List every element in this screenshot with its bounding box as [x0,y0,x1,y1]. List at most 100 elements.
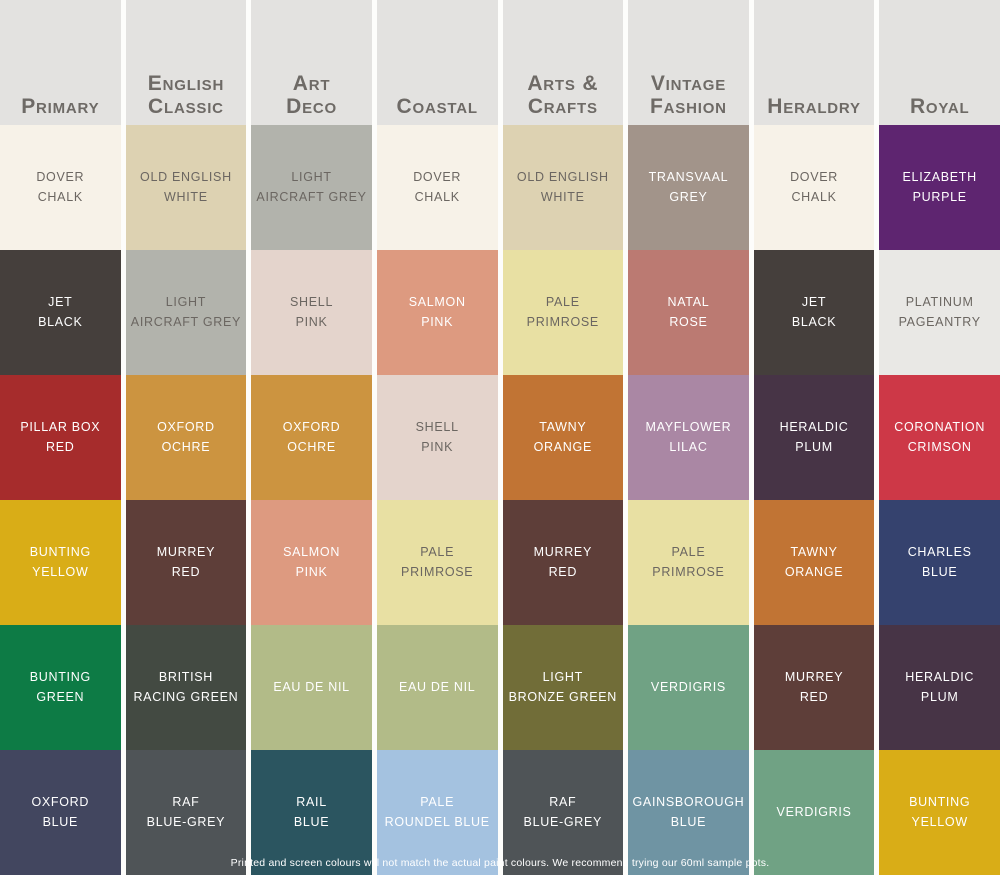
swatch-transvaal-grey: TRANSVAAL GREY [628,125,749,250]
swatch-name: EAU DE NIL [273,679,350,694]
swatch-light-aircraft-grey: LIGHT AIRCRAFT GREY [125,250,247,375]
column-header-vintage-fashion: Vintage Fashion [628,0,749,125]
swatch-name: NATAL ROSE [667,295,710,329]
swatch-pale-primrose: PALE PRIMROSE [628,500,749,625]
swatch-pillar-box-red: PILLAR BOX RED [0,375,121,500]
swatch-name: PALE PRIMROSE [401,545,474,579]
swatch-british-racing-green: BRITISH RACING GREEN [125,625,247,750]
swatch-salmon-pink: SALMON PINK [251,500,372,625]
swatch-name: PLATINUM PAGEANTRY [898,295,981,329]
swatch-tawny-orange: TAWNY ORANGE [502,375,624,500]
swatch-raf-blue-grey: RAF BLUE-GREY [502,750,624,875]
column-title: English Classic [147,71,225,118]
swatch-name: RAF BLUE-GREY [146,795,226,829]
swatch-shell-pink: SHELL PINK [251,250,372,375]
column-title: Art Deco [286,71,337,118]
swatch-name: OXFORD OCHRE [282,420,341,454]
swatch-name: MURREY RED [533,545,592,579]
swatch-natal-rose: NATAL ROSE [628,250,749,375]
swatch-bunting-yellow: BUNTING YELLOW [879,750,1000,875]
swatch-eau-de-nil: EAU DE NIL [251,625,372,750]
swatch-name: SALMON PINK [283,545,341,579]
swatch-light-bronze-green: LIGHT BRONZE GREEN [502,625,624,750]
swatch-mayflower-lilac: MAYFLOWER LILAC [628,375,749,500]
swatch-murrey-red: MURREY RED [753,625,875,750]
swatch-name: ELIZABETH PURPLE [902,170,977,204]
swatch-name: JET BLACK [38,295,83,329]
swatch-bunting-green: BUNTING GREEN [0,625,121,750]
swatch-name: EAU DE NIL [398,679,476,694]
swatch-name: OLD ENGLISH WHITE [140,170,232,204]
swatch-murrey-red: MURREY RED [502,500,624,625]
swatch-oxford-blue: OXFORD BLUE [0,750,121,875]
swatch-coronation-crimson: CORONATION CRIMSON [879,375,1000,500]
swatch-name: DOVER CHALK [790,170,839,204]
swatch-pale-roundel-blue: PALE ROUNDEL BLUE [376,750,498,875]
column-title: Heraldry [767,94,861,118]
swatch-name: LIGHT BRONZE GREEN [508,670,618,704]
swatch-dover-chalk: DOVER CHALK [753,125,875,250]
swatch-old-english-white: OLD ENGLISH WHITE [125,125,247,250]
swatch-name: MURREY RED [784,670,844,704]
swatch-name: TAWNY ORANGE [533,420,592,454]
swatch-name: BUNTING YELLOW [909,795,971,829]
swatch-name: BUNTING GREEN [29,670,91,704]
column-header-arts-crafts: Arts & Crafts [502,0,624,125]
swatch-name: PILLAR BOX RED [20,420,101,454]
swatch-name: SALMON PINK [408,295,466,329]
swatch-name: BRITISH RACING GREEN [133,670,239,704]
swatch-pale-primrose: PALE PRIMROSE [502,250,624,375]
column-header-english-classic: English Classic [125,0,247,125]
swatch-verdigris: VERDIGRIS [628,625,749,750]
swatch-dover-chalk: DOVER CHALK [0,125,121,250]
swatch-jet-black: JET BLACK [753,250,875,375]
swatch-name: VERDIGRIS [650,679,726,694]
swatch-charles-blue: CHARLES BLUE [879,500,1000,625]
swatch-name: TRANSVAAL GREY [648,170,729,204]
column-header-primary: Primary [0,0,121,125]
swatch-eau-de-nil: EAU DE NIL [376,625,498,750]
swatch-heraldic-plum: HERALDIC PLUM [753,375,875,500]
column-title: Arts & Crafts [527,71,599,118]
swatch-bunting-yellow: BUNTING YELLOW [0,500,121,625]
disclaimer-text: Printed and screen colours will not matc… [230,857,770,869]
swatch-old-english-white: OLD ENGLISH WHITE [502,125,624,250]
swatch-name: LIGHT AIRCRAFT GREY [256,170,367,204]
swatch-name: GAINSBOROUGH BLUE [632,795,745,829]
swatch-name: RAF BLUE-GREY [523,795,603,829]
column-header-heraldry: Heraldry [753,0,875,125]
swatch-oxford-ochre: OXFORD OCHRE [251,375,372,500]
swatch-name: JET BLACK [791,295,837,329]
swatch-name: OXFORD BLUE [31,795,90,829]
swatch-name: RAIL BLUE [293,795,330,829]
column-title: Vintage Fashion [650,71,727,118]
swatch-name: CORONATION CRIMSON [894,420,986,454]
column-title: Primary [21,94,100,118]
swatch-salmon-pink: SALMON PINK [376,250,498,375]
swatch-heraldic-plum: HERALDIC PLUM [879,625,1000,750]
swatch-rail-blue: RAIL BLUE [251,750,372,875]
swatch-pale-primrose: PALE PRIMROSE [376,500,498,625]
swatch-verdigris: VERDIGRIS [753,750,875,875]
swatch-murrey-red: MURREY RED [125,500,247,625]
swatch-elizabeth-purple: ELIZABETH PURPLE [879,125,1000,250]
swatch-light-aircraft-grey: LIGHT AIRCRAFT GREY [251,125,372,250]
swatch-raf-blue-grey: RAF BLUE-GREY [125,750,247,875]
swatch-jet-black: JET BLACK [0,250,121,375]
column-header-coastal: Coastal [376,0,498,125]
column-title: Royal [909,94,970,118]
column-title: Coastal [396,94,478,118]
swatch-name: HERALDIC PLUM [779,420,849,454]
swatch-oxford-ochre: OXFORD OCHRE [125,375,247,500]
swatch-name: OXFORD OCHRE [157,420,215,454]
swatch-name: TAWNY ORANGE [784,545,844,579]
swatch-dover-chalk: DOVER CHALK [376,125,498,250]
swatch-name: PALE ROUNDEL BLUE [384,795,490,829]
swatch-name: DOVER CHALK [413,170,462,204]
swatch-tawny-orange: TAWNY ORANGE [753,500,875,625]
swatch-name: DOVER CHALK [36,170,85,204]
swatch-name: PALE PRIMROSE [526,295,599,329]
swatch-name: SHELL PINK [415,420,459,454]
